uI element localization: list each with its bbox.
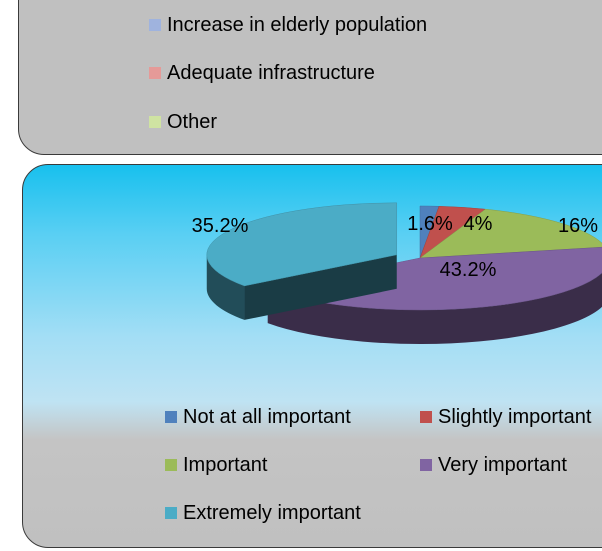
legend-label: Important <box>183 454 268 476</box>
legend-swatch <box>165 459 177 471</box>
legend-label: Adequate infrastructure <box>167 62 375 84</box>
legend-label: Increase in elderly population <box>167 14 428 36</box>
pie-slice-side <box>267 272 602 344</box>
top-legend-panel: Increase in elderly population Adequate … <box>18 0 602 155</box>
legend-label: Not at all important <box>183 406 351 428</box>
pie-slice-face <box>244 254 397 320</box>
legend-swatch <box>149 67 161 79</box>
legend-label: Extremely important <box>183 502 361 524</box>
pie-slice-top <box>419 208 602 259</box>
legend-swatch <box>165 507 177 519</box>
pie-slice-important <box>419 208 602 259</box>
legend-swatch <box>165 411 177 423</box>
pie-group <box>206 202 602 344</box>
pie-slice-extremely-important <box>206 202 398 320</box>
legend-label: Slightly important <box>438 406 592 428</box>
legend-swatch <box>420 411 432 423</box>
data-labels: 1.6% 4% 16% 43.2% 35.2% <box>192 213 599 281</box>
pie-slice-top <box>206 202 398 287</box>
legend-swatch <box>149 19 161 31</box>
data-label-important: 16% <box>558 215 598 237</box>
legend-swatch <box>149 116 161 128</box>
data-label-very-important: 43.2% <box>440 259 497 281</box>
data-label-extremely-important: 35.2% <box>192 215 249 237</box>
legend-label: Very important <box>438 454 567 476</box>
legend-label: Other <box>167 111 218 133</box>
data-label-slightly-important: 4% <box>464 213 493 235</box>
data-label-not-at-all-important: 1.6% <box>407 213 453 235</box>
legend-swatch <box>420 459 432 471</box>
